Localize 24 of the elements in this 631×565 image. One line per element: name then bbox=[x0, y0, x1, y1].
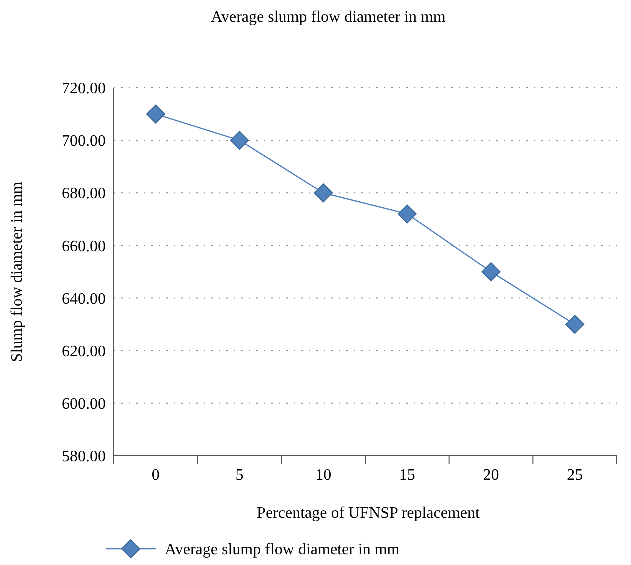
legend-label: Average slump flow diameter in mm bbox=[165, 542, 400, 559]
y-tick-label: 640.00 bbox=[62, 290, 106, 308]
y-tick-label: 660.00 bbox=[62, 238, 106, 256]
x-tick-label: 20 bbox=[483, 467, 500, 484]
x-tick-label: 0 bbox=[152, 467, 160, 484]
y-tick-label: 680.00 bbox=[62, 186, 106, 203]
point bbox=[314, 184, 334, 203]
point bbox=[566, 315, 585, 334]
chart-title: Average slump flow diameter in mm bbox=[211, 9, 446, 26]
x-tick-label: 5 bbox=[236, 467, 244, 484]
x-tick-label: 15 bbox=[399, 467, 416, 484]
y-tick-label: 580.00 bbox=[62, 448, 106, 466]
y-tick-label: 720.00 bbox=[62, 80, 106, 98]
y-tick-label: 600.00 bbox=[62, 396, 106, 414]
x-axis-title: Percentage of UFNSP replacement bbox=[257, 505, 480, 522]
x-tick-label: 25 bbox=[567, 467, 584, 484]
y-tick-label: 700.00 bbox=[62, 133, 106, 150]
point bbox=[482, 262, 501, 282]
y-tick-label: 620.00 bbox=[62, 343, 106, 360]
point bbox=[398, 204, 417, 224]
y-axis-title: Slump flow diameter in mm bbox=[9, 181, 26, 362]
x-tick-label: 10 bbox=[316, 467, 332, 484]
point bbox=[146, 104, 166, 124]
point bbox=[230, 131, 250, 150]
